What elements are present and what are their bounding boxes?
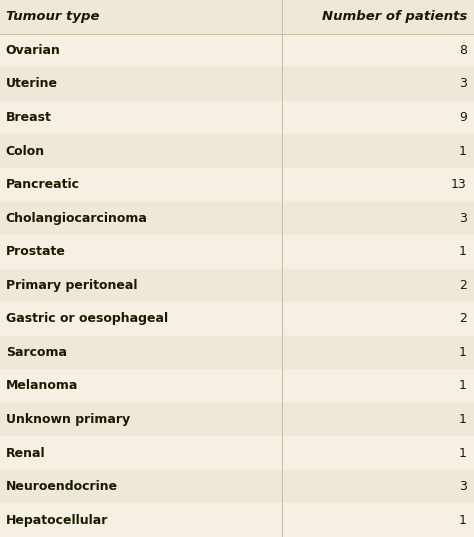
Text: Neuroendocrine: Neuroendocrine: [6, 480, 118, 493]
Text: Pancreatic: Pancreatic: [6, 178, 80, 191]
Text: Melanoma: Melanoma: [6, 380, 78, 393]
Text: Tumour type: Tumour type: [6, 10, 99, 23]
Bar: [0, 470, 474, 504]
Text: 13: 13: [451, 178, 467, 191]
Bar: [0, 201, 474, 235]
Text: 1: 1: [459, 245, 467, 258]
Text: Breast: Breast: [6, 111, 52, 124]
Bar: [0, 336, 474, 369]
Text: 3: 3: [459, 77, 467, 90]
Bar: [0, 67, 474, 101]
Bar: [0, 0, 474, 33]
Text: 1: 1: [459, 447, 467, 460]
Text: 3: 3: [459, 480, 467, 493]
Text: 1: 1: [459, 380, 467, 393]
Bar: [0, 268, 474, 302]
Text: 1: 1: [459, 346, 467, 359]
Text: Uterine: Uterine: [6, 77, 58, 90]
Text: Number of patients: Number of patients: [321, 10, 467, 23]
Bar: [0, 436, 474, 470]
Text: Colon: Colon: [6, 144, 45, 157]
Text: Ovarian: Ovarian: [6, 44, 61, 57]
Bar: [0, 403, 474, 436]
Text: 3: 3: [459, 212, 467, 224]
Bar: [0, 369, 474, 403]
Text: Renal: Renal: [6, 447, 46, 460]
Bar: [0, 101, 474, 134]
Text: 1: 1: [459, 413, 467, 426]
Text: Hepatocellular: Hepatocellular: [6, 514, 108, 527]
Text: Prostate: Prostate: [6, 245, 65, 258]
Text: 1: 1: [459, 514, 467, 527]
Text: 2: 2: [459, 279, 467, 292]
Text: 2: 2: [459, 313, 467, 325]
Text: Cholangiocarcinoma: Cholangiocarcinoma: [6, 212, 147, 224]
Bar: [0, 302, 474, 336]
Bar: [0, 33, 474, 67]
Text: 9: 9: [459, 111, 467, 124]
Text: Unknown primary: Unknown primary: [6, 413, 130, 426]
Text: Sarcoma: Sarcoma: [6, 346, 67, 359]
Text: Primary peritoneal: Primary peritoneal: [6, 279, 137, 292]
Text: 1: 1: [459, 144, 467, 157]
Bar: [0, 504, 474, 537]
Bar: [0, 168, 474, 201]
Bar: [0, 134, 474, 168]
Text: Gastric or oesophageal: Gastric or oesophageal: [6, 313, 168, 325]
Bar: [0, 235, 474, 268]
Text: 8: 8: [459, 44, 467, 57]
